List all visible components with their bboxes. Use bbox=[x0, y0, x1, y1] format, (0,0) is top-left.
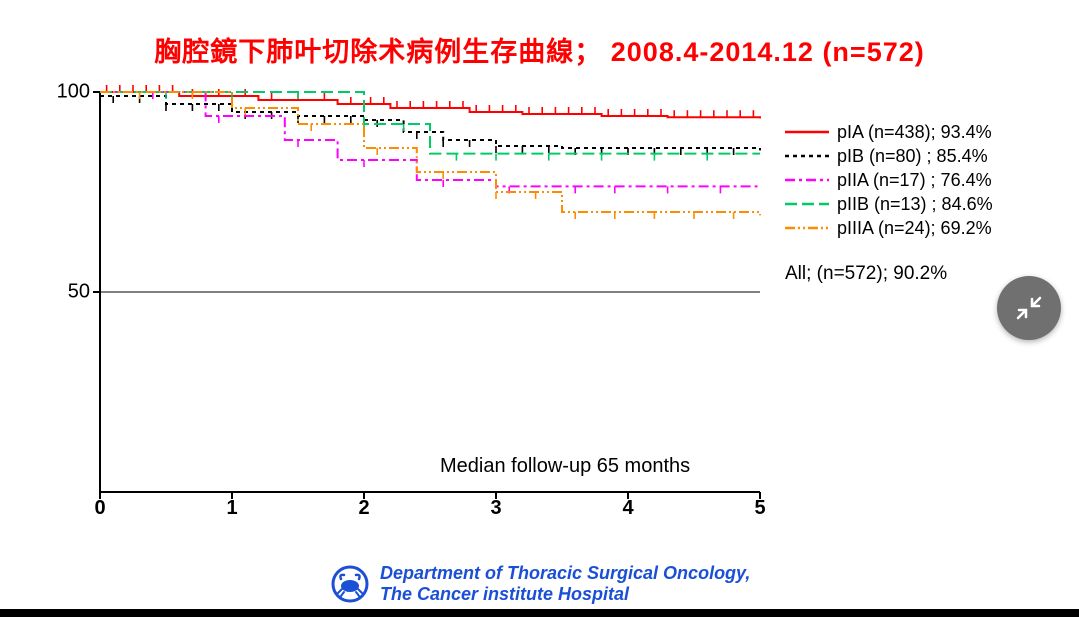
compress-icon bbox=[1016, 295, 1042, 321]
footer-line1: Department of Thoracic Surgical Oncology… bbox=[380, 563, 750, 584]
department-footer: Department of Thoracic Surgical Oncology… bbox=[330, 563, 750, 605]
legend-swatch bbox=[785, 122, 829, 142]
legend-swatch bbox=[785, 218, 829, 238]
x-tick-label: 4 bbox=[622, 497, 633, 520]
x-tick-label: 5 bbox=[754, 497, 765, 520]
legend-label: pIA (n=438); 93.4% bbox=[837, 120, 992, 144]
legend-label: pIIIA (n=24); 69.2% bbox=[837, 216, 992, 240]
title-text: 胸腔鏡下肺叶切除术病例生存曲線； 2008.4-2014.12 (n=572) bbox=[154, 37, 924, 67]
x-tick-label: 0 bbox=[94, 497, 105, 520]
legend-row: pIB (n=80) ; 85.4% bbox=[785, 144, 993, 168]
legend-swatch bbox=[785, 146, 829, 166]
x-tick-label: 3 bbox=[490, 497, 501, 520]
x-tick-label: 1 bbox=[226, 497, 237, 520]
legend-all: All; (n=572); 90.2% bbox=[785, 262, 993, 286]
bottom-bar bbox=[0, 609, 1079, 617]
crab-icon bbox=[330, 564, 370, 604]
legend-swatch bbox=[785, 194, 829, 214]
legend-label: pIIA (n=17) ; 76.4% bbox=[837, 168, 992, 192]
y-tick-label: 50 bbox=[45, 281, 90, 304]
chart-legend: pIA (n=438); 93.4%pIB (n=80) ; 85.4%pIIA… bbox=[785, 120, 993, 286]
legend-row: pIIA (n=17) ; 76.4% bbox=[785, 168, 993, 192]
legend-row: pIIB (n=13) ; 84.6% bbox=[785, 192, 993, 216]
legend-swatch bbox=[785, 170, 829, 190]
legend-label: pIIB (n=13) ; 84.6% bbox=[837, 192, 993, 216]
fullscreen-button[interactable] bbox=[997, 276, 1061, 340]
chart-title: 胸腔鏡下肺叶切除术病例生存曲線； 2008.4-2014.12 (n=572) bbox=[0, 30, 1079, 69]
footer-line2: The Cancer institute Hospital bbox=[380, 584, 750, 605]
followup-annotation: Median follow-up 65 months bbox=[440, 455, 690, 478]
legend-row: pIA (n=438); 93.4% bbox=[785, 120, 993, 144]
legend-row: pIIIA (n=24); 69.2% bbox=[785, 216, 993, 240]
y-tick-label: 100 bbox=[45, 81, 90, 104]
legend-label: pIB (n=80) ; 85.4% bbox=[837, 144, 988, 168]
x-tick-label: 2 bbox=[358, 497, 369, 520]
